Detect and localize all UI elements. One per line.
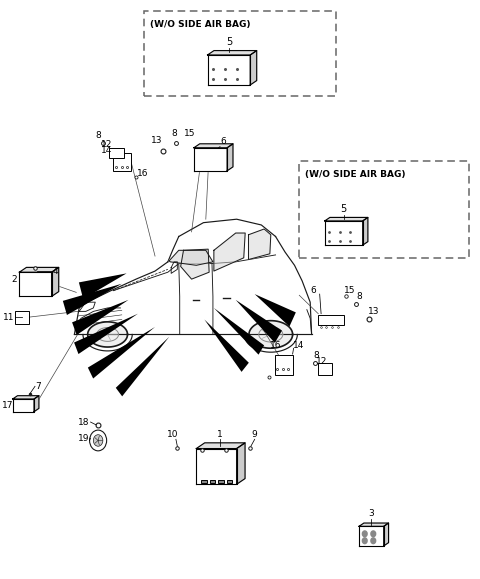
Text: (W/O SIDE AIR BAG): (W/O SIDE AIR BAG) <box>150 20 250 30</box>
Polygon shape <box>325 221 363 245</box>
Text: 8: 8 <box>356 292 362 301</box>
Polygon shape <box>74 233 312 337</box>
Text: 19: 19 <box>78 434 90 443</box>
Circle shape <box>90 430 107 451</box>
Polygon shape <box>19 267 59 272</box>
Polygon shape <box>196 449 237 484</box>
Text: 12: 12 <box>316 357 328 366</box>
Polygon shape <box>169 250 213 265</box>
Text: 17: 17 <box>2 401 14 411</box>
Text: 12: 12 <box>100 140 112 149</box>
FancyBboxPatch shape <box>299 161 469 258</box>
Text: 5: 5 <box>341 204 347 214</box>
Polygon shape <box>204 320 249 372</box>
FancyBboxPatch shape <box>113 153 132 171</box>
Text: 13: 13 <box>368 307 379 316</box>
Text: 15: 15 <box>184 130 196 138</box>
FancyBboxPatch shape <box>201 479 207 483</box>
Text: 10: 10 <box>167 430 179 439</box>
Polygon shape <box>384 523 389 546</box>
Circle shape <box>371 531 376 537</box>
FancyBboxPatch shape <box>144 11 336 97</box>
Text: 3: 3 <box>369 509 374 518</box>
FancyBboxPatch shape <box>318 315 344 325</box>
Polygon shape <box>359 523 389 526</box>
Polygon shape <box>196 443 245 449</box>
Text: 8: 8 <box>95 131 101 140</box>
Polygon shape <box>255 294 296 327</box>
Polygon shape <box>116 337 169 397</box>
Polygon shape <box>79 273 127 299</box>
FancyBboxPatch shape <box>109 148 124 158</box>
Polygon shape <box>72 300 129 335</box>
Text: 18: 18 <box>78 417 90 427</box>
Polygon shape <box>12 395 39 399</box>
FancyBboxPatch shape <box>227 479 232 483</box>
Polygon shape <box>359 526 384 546</box>
Polygon shape <box>12 399 34 412</box>
Text: 14: 14 <box>293 342 304 350</box>
Polygon shape <box>249 321 293 348</box>
Text: 6: 6 <box>220 137 226 146</box>
Polygon shape <box>74 314 138 354</box>
Polygon shape <box>34 395 39 412</box>
Text: 6: 6 <box>311 286 316 295</box>
Text: 5: 5 <box>226 37 232 47</box>
Circle shape <box>371 538 376 544</box>
Polygon shape <box>237 443 245 484</box>
Polygon shape <box>325 218 368 221</box>
Polygon shape <box>214 233 245 271</box>
Polygon shape <box>63 284 122 315</box>
FancyBboxPatch shape <box>275 354 293 375</box>
Text: 15: 15 <box>344 286 355 295</box>
FancyBboxPatch shape <box>318 363 332 375</box>
Polygon shape <box>88 327 155 379</box>
Polygon shape <box>88 322 128 347</box>
FancyBboxPatch shape <box>14 312 29 324</box>
Polygon shape <box>250 50 257 85</box>
Polygon shape <box>227 144 233 171</box>
Polygon shape <box>249 229 271 259</box>
FancyBboxPatch shape <box>218 479 224 483</box>
Text: 16: 16 <box>137 168 148 178</box>
Text: 14: 14 <box>100 145 112 155</box>
Polygon shape <box>214 308 264 355</box>
Text: 1: 1 <box>217 430 223 439</box>
Polygon shape <box>19 272 52 296</box>
Polygon shape <box>207 55 250 85</box>
Text: 8: 8 <box>313 351 319 360</box>
Polygon shape <box>194 148 227 171</box>
Text: 16: 16 <box>270 342 281 350</box>
Circle shape <box>362 531 367 537</box>
Polygon shape <box>52 267 59 296</box>
Polygon shape <box>363 218 368 245</box>
Text: 11: 11 <box>3 313 15 322</box>
Circle shape <box>362 538 367 544</box>
Polygon shape <box>180 249 209 279</box>
Text: 7: 7 <box>36 382 41 391</box>
Polygon shape <box>194 144 233 148</box>
Polygon shape <box>236 300 282 343</box>
Circle shape <box>93 435 103 446</box>
Text: 9: 9 <box>252 430 258 439</box>
Text: 2: 2 <box>12 274 17 284</box>
Text: 13: 13 <box>151 136 163 145</box>
Text: (W/O SIDE AIR BAG): (W/O SIDE AIR BAG) <box>305 170 406 179</box>
Text: 8: 8 <box>171 130 177 138</box>
Polygon shape <box>207 50 257 55</box>
Text: 4: 4 <box>53 266 58 276</box>
FancyBboxPatch shape <box>210 479 216 483</box>
